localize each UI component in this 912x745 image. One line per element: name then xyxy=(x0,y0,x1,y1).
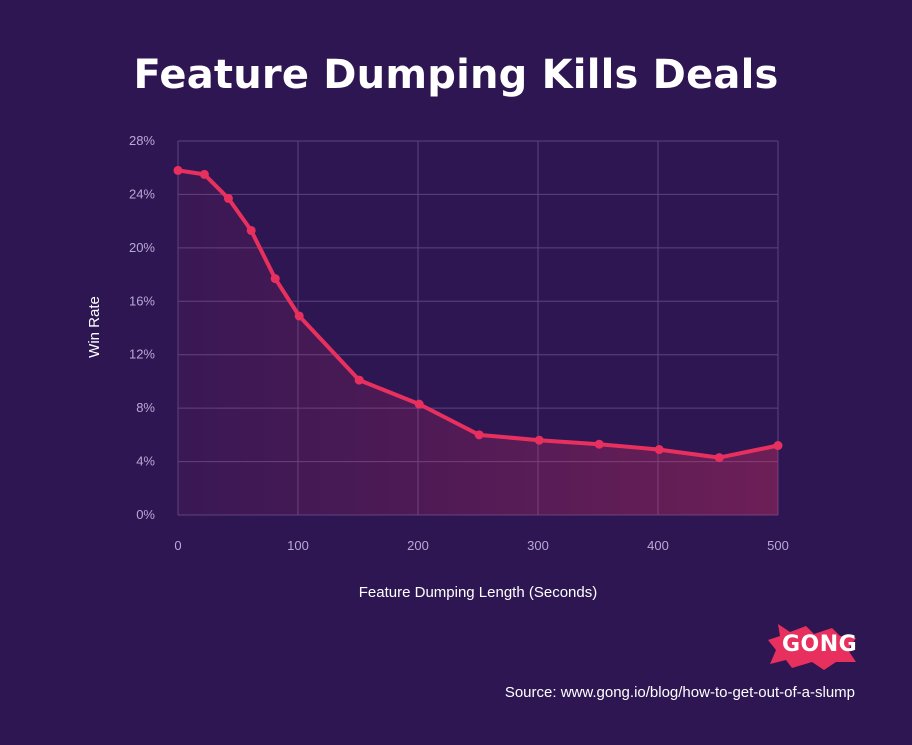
source-text: Source: www.gong.io/blog/how-to-get-out-… xyxy=(504,684,855,701)
x-tick-label: 200 xyxy=(407,538,429,553)
y-tick-label: 12% xyxy=(129,347,155,362)
data-point xyxy=(246,225,256,235)
data-point xyxy=(270,274,280,284)
area-fill xyxy=(178,170,778,515)
data-point xyxy=(223,193,233,203)
y-tick-label: 8% xyxy=(136,400,155,415)
data-point xyxy=(714,453,724,463)
series-line xyxy=(176,168,780,460)
y-axis-ticks: 0% 4% 8% 12% 16% 20% 24% 28% xyxy=(129,133,155,522)
x-axis-ticks: 0 100 200 300 400 500 xyxy=(174,538,788,553)
data-point xyxy=(294,311,304,321)
gong-logo-icon xyxy=(768,624,856,670)
data-point xyxy=(199,169,209,179)
data-points xyxy=(173,165,783,463)
data-point xyxy=(534,435,544,445)
data-point xyxy=(594,439,604,449)
data-point xyxy=(773,441,783,451)
y-tick-label: 24% xyxy=(129,186,155,201)
data-point xyxy=(414,399,424,409)
y-axis-label: Win Rate xyxy=(86,296,103,358)
x-tick-label: 0 xyxy=(174,538,181,553)
area-fill-layer xyxy=(178,170,778,515)
data-point xyxy=(354,375,364,385)
y-tick-label: 4% xyxy=(136,454,155,469)
x-tick-label: 300 xyxy=(527,538,549,553)
data-point xyxy=(173,165,183,175)
y-tick-label: 0% xyxy=(136,507,155,522)
brand-name: GONG xyxy=(782,632,858,657)
x-tick-label: 400 xyxy=(647,538,669,553)
data-point xyxy=(474,430,484,440)
y-tick-label: 28% xyxy=(129,133,155,148)
x-axis-label: Feature Dumping Length (Seconds) xyxy=(359,584,597,601)
y-tick-label: 16% xyxy=(129,293,155,308)
data-point xyxy=(654,445,664,455)
x-tick-label: 500 xyxy=(767,538,789,553)
x-tick-label: 100 xyxy=(287,538,309,553)
y-tick-label: 20% xyxy=(129,240,155,255)
chart-title: Feature Dumping Kills Deals xyxy=(133,52,779,98)
series-line-layer xyxy=(176,168,780,460)
